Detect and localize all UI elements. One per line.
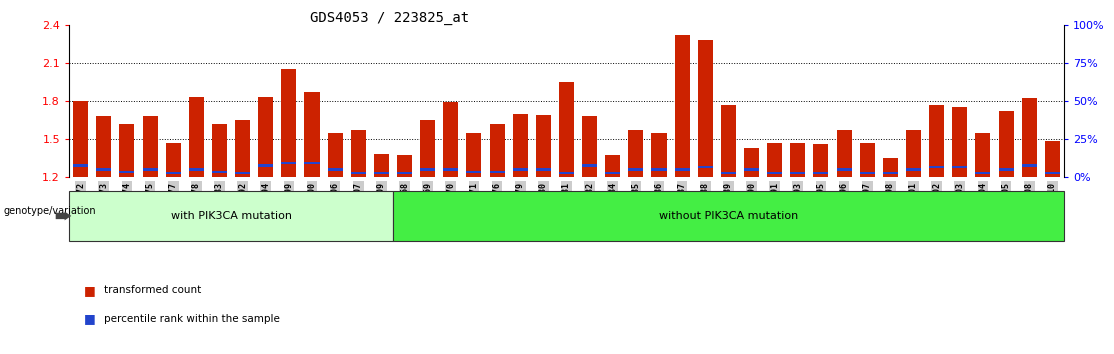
Bar [790, 172, 805, 174]
Bar [467, 171, 481, 173]
Bar [489, 171, 505, 173]
Bar [697, 166, 713, 168]
Bar [489, 124, 505, 177]
Bar [397, 155, 412, 177]
Bar [860, 143, 874, 177]
Bar [768, 172, 782, 174]
Bar [559, 82, 574, 177]
Bar [628, 130, 644, 177]
Bar [652, 133, 666, 177]
Bar [536, 115, 550, 177]
Bar [96, 116, 111, 177]
Bar [188, 97, 204, 177]
Bar [906, 168, 921, 171]
Bar [744, 148, 759, 177]
Bar [768, 143, 782, 177]
Bar [813, 172, 829, 174]
Bar [882, 172, 898, 174]
Bar [882, 158, 898, 177]
Bar [721, 105, 736, 177]
Text: ■: ■ [84, 312, 96, 325]
Bar [1045, 172, 1059, 174]
Bar [74, 101, 88, 177]
Bar [1022, 165, 1037, 167]
Text: without PIK3CA mutation: without PIK3CA mutation [658, 211, 798, 221]
Bar [351, 130, 365, 177]
Text: ■: ■ [84, 284, 96, 297]
Bar [675, 168, 690, 171]
Bar [929, 166, 945, 168]
Bar [74, 165, 88, 167]
Bar [166, 172, 180, 174]
Bar [860, 172, 874, 174]
Bar [559, 172, 574, 174]
Bar [328, 168, 343, 171]
Bar [536, 168, 550, 171]
Bar [628, 168, 644, 171]
Bar [282, 69, 296, 177]
Bar [143, 168, 157, 171]
Text: GDS4053 / 223825_at: GDS4053 / 223825_at [311, 11, 469, 25]
Bar [235, 172, 251, 174]
Bar [420, 168, 436, 171]
Bar [1022, 98, 1037, 177]
Bar [188, 168, 204, 171]
Bar [697, 40, 713, 177]
Bar [605, 155, 620, 177]
Bar [443, 102, 458, 177]
Text: transformed count: transformed count [104, 285, 201, 295]
Bar [328, 133, 343, 177]
Bar [1045, 142, 1059, 177]
Bar [906, 130, 921, 177]
Bar [675, 35, 690, 177]
Bar [813, 144, 829, 177]
Bar [374, 154, 389, 177]
Bar [744, 168, 759, 171]
Text: genotype/variation: genotype/variation [3, 206, 96, 216]
Bar [652, 168, 666, 171]
Bar [304, 92, 320, 177]
Bar [976, 133, 990, 177]
Bar [605, 172, 620, 174]
Bar [119, 171, 135, 173]
Bar [443, 168, 458, 171]
Bar [998, 111, 1014, 177]
Bar [282, 162, 296, 164]
Bar [837, 168, 851, 171]
Bar [952, 166, 967, 168]
Bar [512, 114, 528, 177]
Bar [212, 171, 227, 173]
Bar [790, 143, 805, 177]
Bar [998, 168, 1014, 171]
Bar [583, 116, 597, 177]
Bar [143, 116, 157, 177]
Bar [96, 168, 111, 171]
Bar [420, 120, 436, 177]
Bar [952, 107, 967, 177]
Bar [976, 172, 990, 174]
Bar [304, 162, 320, 164]
Bar [374, 172, 389, 174]
Bar [119, 124, 135, 177]
Bar [929, 105, 945, 177]
Bar [721, 172, 736, 174]
Bar [235, 120, 251, 177]
Text: with PIK3CA mutation: with PIK3CA mutation [170, 211, 292, 221]
Bar [467, 133, 481, 177]
Bar [583, 165, 597, 167]
Bar [397, 172, 412, 174]
Bar [166, 143, 180, 177]
Text: percentile rank within the sample: percentile rank within the sample [104, 314, 280, 324]
Bar [351, 172, 365, 174]
Bar [258, 165, 273, 167]
Bar [258, 97, 273, 177]
Bar [212, 124, 227, 177]
Bar [512, 168, 528, 171]
Bar [837, 130, 851, 177]
